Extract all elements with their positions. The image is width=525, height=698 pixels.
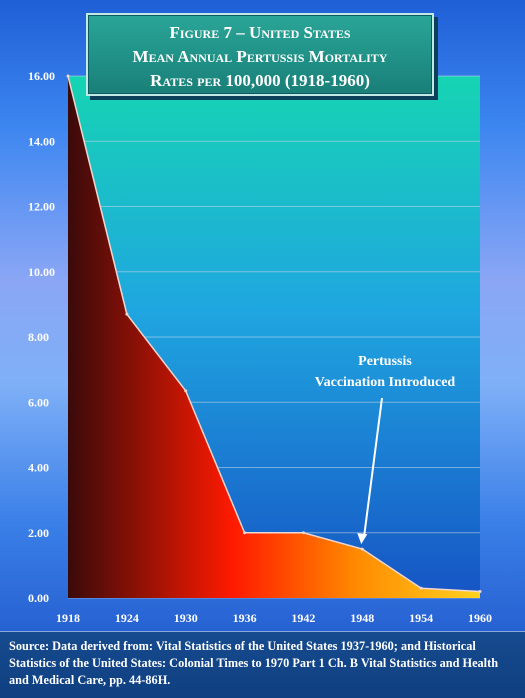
data-point — [125, 312, 129, 316]
annotation: Pertussis Vaccination Introduced — [315, 354, 456, 545]
y-tick-label: 6.00 — [28, 395, 49, 409]
x-tick-label: 1918 — [56, 611, 80, 625]
y-tick-label: 8.00 — [28, 330, 49, 344]
data-point — [360, 547, 364, 551]
chart-title-line-3: Rates per 100,000 (1918-1960) — [150, 71, 370, 90]
y-tick-label: 4.00 — [28, 461, 49, 475]
y-tick-label: 2.00 — [28, 526, 49, 540]
area-fill — [68, 76, 480, 598]
x-tick-label: 1930 — [174, 611, 198, 625]
data-point — [66, 74, 70, 78]
data-point — [243, 531, 247, 535]
annotation-line-1: Pertussis — [358, 354, 412, 369]
x-axis-ticks: 1918 1924 1930 1936 1942 1948 1954 1960 — [56, 611, 492, 625]
y-tick-label: 16.00 — [28, 69, 55, 83]
chart-title-line-1: Figure 7 – United States — [169, 23, 351, 42]
area-series — [66, 74, 482, 598]
x-tick-label: 1948 — [350, 611, 374, 625]
chart-title-line-2: Mean Annual Pertussis Mortality — [132, 47, 388, 66]
x-tick-label: 1954 — [409, 611, 433, 625]
source-note: Source: Data derived from: Vital Statist… — [0, 631, 525, 698]
annotation-arrow-head — [357, 533, 368, 545]
y-tick-label: 14.00 — [28, 134, 55, 148]
annotation-arrow — [363, 397, 383, 536]
data-point — [478, 589, 482, 593]
chart-title-box: Figure 7 – United States Mean Annual Per… — [86, 13, 434, 96]
data-point — [419, 586, 423, 590]
data-point — [301, 531, 305, 535]
x-tick-label: 1924 — [115, 611, 139, 625]
area-outline — [67, 75, 481, 593]
y-axis-ticks: 0.00 2.00 4.00 6.00 8.00 10.00 12.00 14.00 16.00 — [28, 69, 55, 605]
y-tick-label: 10.00 — [28, 265, 55, 279]
x-tick-label: 1960 — [468, 611, 492, 625]
x-tick-label: 1936 — [233, 611, 257, 625]
y-tick-label: 12.00 — [28, 200, 55, 214]
annotation-line-2: Vaccination Introduced — [315, 375, 456, 390]
data-point — [184, 389, 188, 393]
y-tick-label: 0.00 — [28, 591, 49, 605]
x-tick-label: 1942 — [291, 611, 315, 625]
